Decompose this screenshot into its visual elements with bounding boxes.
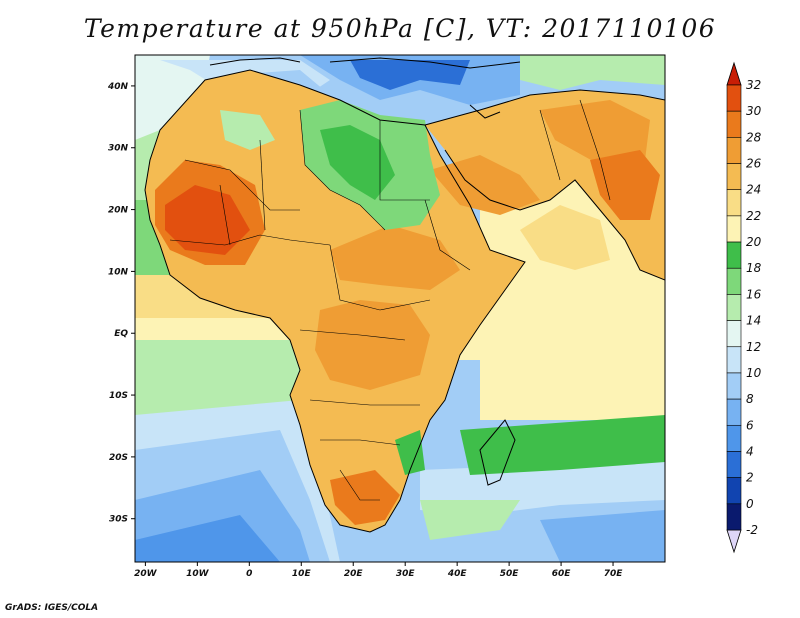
lon-tick-label: 10W (186, 569, 210, 579)
colorbar-label: 6 (746, 418, 754, 432)
lon-tick-label: 40E (447, 569, 468, 579)
colorbar-segment (726, 451, 742, 478)
colorbar-under-arrow (726, 529, 742, 554)
colorbar-label: 26 (746, 157, 762, 171)
colorbar-label: 32 (746, 78, 761, 92)
lat-tick-label: 20N (108, 206, 129, 216)
colorbar-label: 14 (746, 314, 761, 328)
colorbar-label: 22 (746, 209, 761, 223)
plot-frame (134, 54, 666, 563)
colorbar-segment (726, 241, 742, 269)
colorbar-label: 10 (746, 366, 762, 380)
colorbar-segment (726, 346, 742, 374)
colorbar-label: 2 (746, 471, 754, 485)
colorbar-label: 4 (746, 444, 754, 458)
latitude-axis: 40N 30N 20N 10N EQ 10S 20S 30S (107, 82, 135, 525)
lon-tick-label: 60E (552, 569, 572, 579)
colorbar-segment (726, 163, 742, 191)
lat-tick-label: 10N (108, 267, 129, 277)
colorbar-segment (726, 294, 742, 321)
lat-tick-label: 40N (107, 82, 129, 92)
lon-tick-label: 30E (396, 569, 416, 579)
colorbar-label: -2 (746, 523, 758, 537)
colorbar-segment (726, 137, 742, 164)
lon-tick-label: 20E (344, 569, 364, 579)
colorbar-label: 20 (746, 235, 762, 249)
country-borders (169, 99, 611, 501)
colorbar-segment (726, 189, 742, 217)
longitude-axis: 20W 10W 0 10E 20E 30E 40E 50E 60E 70E (134, 562, 623, 579)
lat-tick-label: 30N (108, 144, 129, 154)
colorbar-label: 30 (746, 104, 762, 118)
lon-tick-label: 0 (246, 569, 252, 579)
colorbar-segment (726, 503, 742, 531)
colorbar-label: 0 (746, 497, 754, 511)
colorbar-segment (726, 267, 742, 295)
colorbar-segment (726, 372, 742, 400)
colorbar-segment (726, 477, 742, 505)
colorbar-segment (726, 398, 742, 426)
lon-tick-label: 20W (134, 569, 158, 579)
lon-tick-label: 70E (604, 569, 624, 579)
colorbar-segment (726, 215, 742, 243)
lon-tick-label: 10E (292, 569, 312, 579)
colorbar-label: 16 (746, 287, 762, 301)
lat-tick-label: 20S (109, 453, 128, 463)
temperature-field (135, 55, 665, 562)
map-title: Temperature at 950hPa [C], VT: 201711010… (83, 14, 717, 43)
colorbar-label: 24 (746, 183, 761, 197)
colorbar-over-arrow (726, 61, 742, 86)
colorbar-segment (726, 84, 742, 112)
colorbar-segment (726, 110, 742, 138)
colorbar-label: 12 (746, 340, 761, 354)
grads-credit: GrADS: IGES/COLA (5, 603, 99, 613)
lon-tick-label: 50E (500, 569, 520, 579)
colorbar-label: 28 (746, 130, 762, 144)
colorbar-segment (726, 424, 742, 452)
lat-tick-label: 30S (109, 515, 128, 525)
lat-tick-label: EQ (114, 329, 128, 339)
lat-tick-label: 10S (109, 391, 128, 401)
colorbar-segment (726, 320, 742, 348)
coastlines (144, 57, 665, 533)
colorbar-label: 18 (746, 261, 762, 275)
colorbar-label: 8 (746, 392, 754, 406)
